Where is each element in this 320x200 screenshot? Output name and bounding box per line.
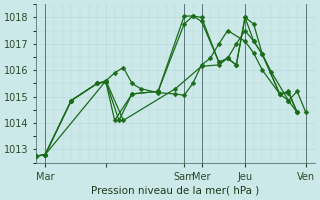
X-axis label: Pression niveau de la mer( hPa ): Pression niveau de la mer( hPa ) [91, 186, 260, 196]
